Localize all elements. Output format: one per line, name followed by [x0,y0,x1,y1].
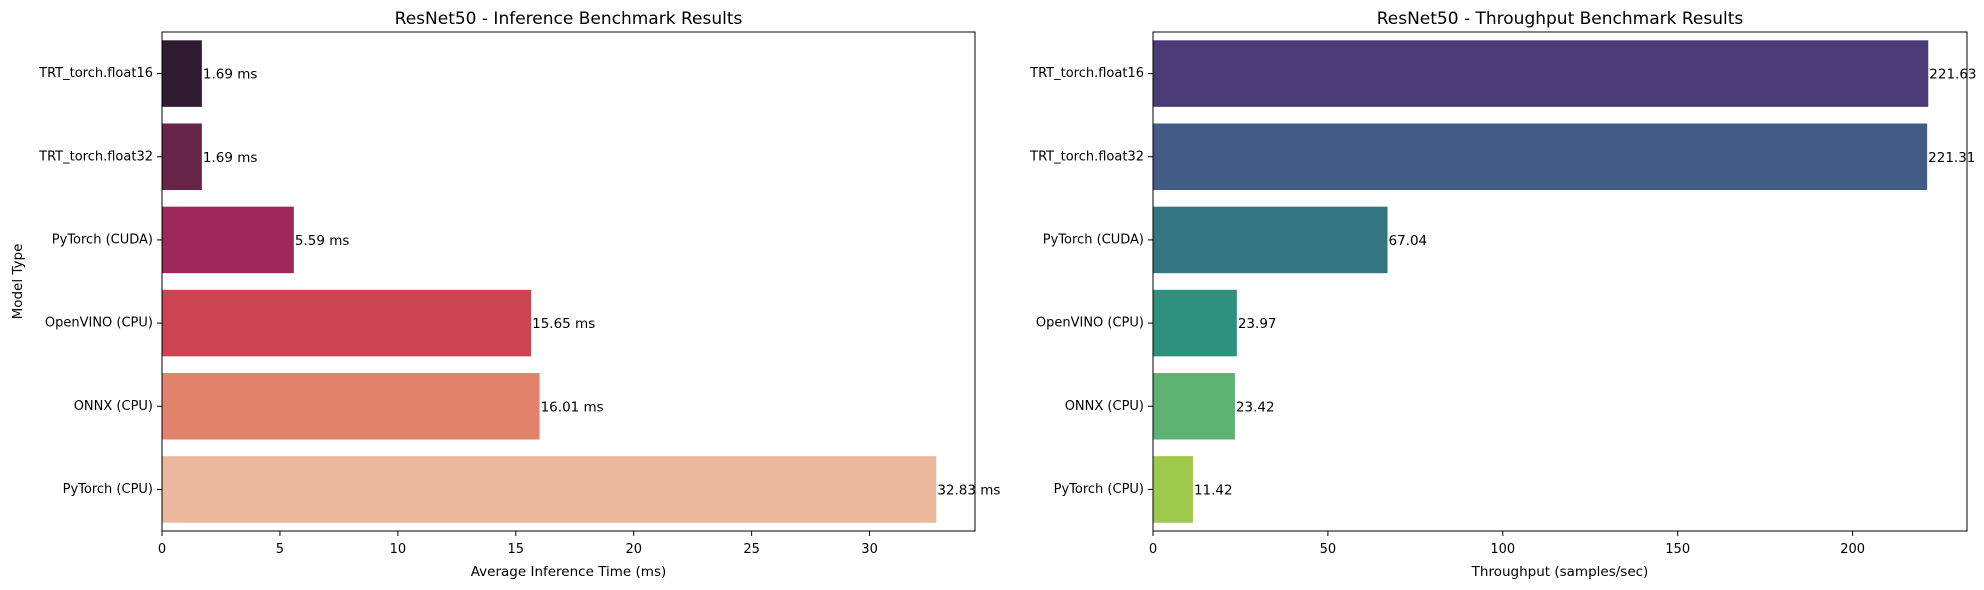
chart-inference: ResNet50 - Inference Benchmark Results 1.… [10,9,1000,580]
data-label-3: 15.65 ms [532,316,595,332]
x-tick-label-0: 0 [1149,542,1157,557]
x-axis-label: Throughput (samples/sec) [1471,564,1649,580]
x-tick-label-4: 200 [1840,542,1865,557]
data-label-1: 1.69 ms [203,150,258,166]
bar-4 [162,372,540,440]
data-label-5: 32.83 ms [937,482,1000,498]
bar-1 [1153,123,1928,191]
bar-0 [1153,40,1929,107]
y-tick-label-3: OpenVINO (CPU) [45,316,153,331]
plot-frame [161,31,976,532]
bar-0 [162,40,202,107]
data-label-4: 16.01 ms [541,399,604,415]
y-tick-label-5: PyTorch (CPU) [63,482,153,497]
y-tick-label-2: PyTorch (CUDA) [1043,232,1144,247]
x-tick-label-2: 100 [1490,542,1515,557]
x-axis-label: Average Inference Time (ms) [471,564,667,580]
bar-4 [1153,372,1235,440]
x-tick-label-6: 30 [861,542,878,557]
bar-5 [1153,456,1193,523]
x-tick-label-2: 10 [390,542,407,557]
data-label-5: 11.42 [1194,482,1233,498]
chart-throughput: ResNet50 - Throughput Benchmark Results 2… [1029,9,1976,580]
y-tick-label-1: TRT_torch.float32 [38,149,153,164]
x-tick-label-1: 50 [1320,542,1337,557]
x-tick-label-3: 150 [1665,542,1690,557]
y-tick-label-5: PyTorch (CPU) [1054,482,1144,497]
plot-frame [1152,31,1968,532]
data-label-2: 67.04 [1389,233,1428,249]
bar-5 [162,456,937,523]
y-tick-label-4: ONNX (CPU) [1065,399,1144,414]
data-label-0: 221.63 [1929,67,1976,83]
bar-3 [162,289,532,357]
y-tick-label-2: PyTorch (CUDA) [52,232,153,247]
x-tick-label-3: 15 [508,542,525,557]
data-label-0: 1.69 ms [203,67,258,83]
chart-title: ResNet50 - Inference Benchmark Results [395,9,743,29]
y-tick-label-0: TRT_torch.float16 [1029,66,1144,81]
data-label-1: 221.31 [1928,150,1975,166]
bar-2 [1153,206,1388,274]
y-tick-label-0: TRT_torch.float16 [38,66,153,81]
data-label-3: 23.97 [1238,316,1277,332]
y-tick-label-4: ONNX (CPU) [74,399,153,414]
chart-title: ResNet50 - Throughput Benchmark Results [1377,9,1744,29]
bar-2 [162,206,294,274]
y-axis-label: Model Type [10,244,26,320]
x-tick-label-1: 5 [276,542,284,557]
x-tick-label-5: 25 [743,542,760,557]
x-tick-label-0: 0 [158,542,166,557]
bar-3 [1153,289,1237,357]
data-label-4: 23.42 [1236,399,1275,415]
x-tick-label-4: 20 [625,542,642,557]
data-label-2: 5.59 ms [295,233,350,249]
y-tick-label-1: TRT_torch.float32 [1029,149,1144,164]
bar-1 [162,123,202,191]
y-tick-label-3: OpenVINO (CPU) [1036,316,1144,331]
